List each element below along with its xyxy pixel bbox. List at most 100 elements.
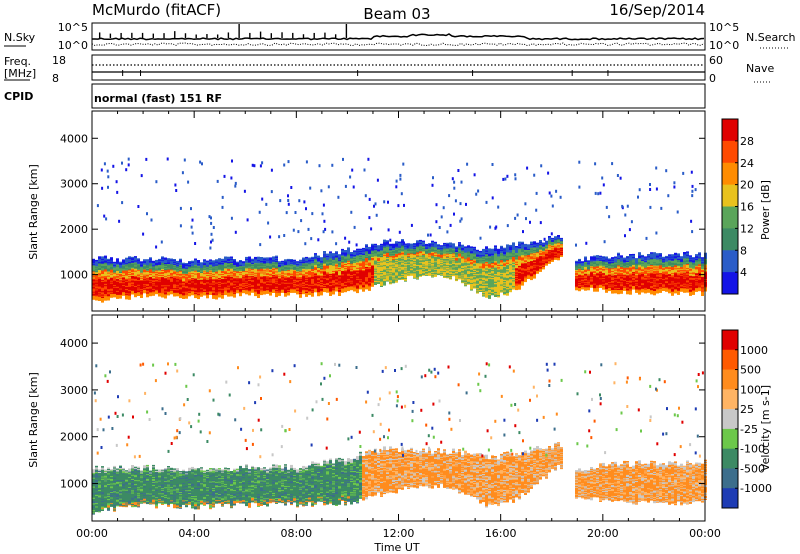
noise-search-trace — [92, 43, 704, 46]
noise-left-bottom-tick: 10^0 — [58, 39, 88, 52]
power-cell — [137, 258, 140, 259]
power-cell — [389, 244, 392, 245]
nave-label: Nave — [746, 62, 774, 75]
power-cell — [95, 260, 98, 261]
power-cell — [335, 251, 338, 252]
power-cell — [215, 259, 218, 260]
freq-unit: [MHz] — [4, 67, 36, 80]
power-cell — [416, 240, 419, 241]
power-cell — [125, 258, 128, 259]
power-cell — [239, 260, 242, 261]
nave-top-tick: 60 — [709, 54, 723, 67]
power-cell — [437, 244, 440, 245]
power-cell — [326, 254, 329, 255]
power-cell — [98, 256, 101, 258]
power-cell — [440, 245, 443, 246]
power-cell — [197, 260, 200, 261]
power-cell — [155, 260, 158, 261]
power-cell — [248, 257, 251, 258]
noise-panel: N.Sky 10^5 10^0 10^5 10^0 N.Search — [4, 21, 796, 52]
power-cell — [161, 256, 164, 257]
power-cell — [206, 261, 209, 262]
power-cell — [305, 257, 308, 258]
power-cell — [212, 260, 215, 261]
power-cell — [281, 261, 284, 262]
power-cell — [287, 259, 290, 260]
power-cell — [266, 257, 269, 258]
power-cell — [227, 257, 230, 258]
power-cell — [380, 244, 383, 246]
date-title: 16/Sep/2014 — [609, 1, 705, 19]
power-cell — [233, 259, 236, 260]
power-cell — [329, 251, 332, 253]
power-cell — [425, 244, 428, 245]
power-cell — [185, 263, 188, 264]
power-cell — [320, 257, 323, 258]
power-cell — [110, 257, 113, 258]
power-cell — [200, 262, 203, 263]
power-cell — [278, 261, 281, 262]
power-cell — [254, 257, 257, 258]
power-cell — [116, 258, 119, 259]
power-cell — [272, 256, 275, 257]
power-cell — [182, 263, 185, 264]
power-cell — [332, 253, 335, 254]
power-cell — [191, 261, 194, 262]
power-cell — [395, 241, 398, 242]
power-cell — [323, 251, 326, 252]
noise-spikes — [100, 24, 347, 38]
power-cell — [341, 249, 344, 251]
power-cell — [236, 262, 239, 263]
power-cell — [224, 257, 227, 258]
power-cell — [218, 258, 221, 259]
power-cell — [419, 240, 422, 241]
power-cell — [119, 262, 122, 263]
power-cell — [338, 254, 341, 255]
power-cell — [443, 243, 446, 244]
power-cell — [113, 262, 116, 263]
power-cell — [350, 252, 353, 253]
power-cell — [263, 258, 266, 259]
power-cell — [377, 245, 380, 246]
power-cell — [245, 257, 248, 258]
power-cell — [140, 261, 143, 262]
freq-markers — [123, 70, 608, 76]
power-cell — [359, 249, 362, 250]
power-cell — [101, 256, 104, 258]
power-cell — [257, 257, 260, 258]
power-cell — [242, 261, 245, 262]
power-cell — [299, 260, 302, 261]
power-cell — [353, 250, 356, 251]
power-cell — [356, 249, 359, 251]
power-cell — [203, 259, 206, 260]
power-cell — [368, 247, 371, 249]
station-title: McMurdo (fitACF) — [92, 1, 221, 19]
power-heatmap — [92, 158, 707, 303]
noise-sky-trace — [92, 34, 704, 40]
power-cell — [401, 239, 404, 240]
power-cell — [371, 244, 374, 246]
cpid-program: normal (fast) 151 RF — [94, 92, 222, 105]
power-cell — [290, 259, 293, 260]
power-cell — [452, 243, 455, 244]
power-cell — [383, 240, 386, 242]
beam-title: Beam 03 — [363, 5, 430, 23]
power-cell — [308, 258, 311, 259]
power-cell — [170, 259, 173, 260]
nave-bottom-tick: 0 — [709, 72, 716, 85]
noise-right-top-tick: 10^5 — [709, 21, 739, 34]
power-cell — [134, 256, 137, 257]
power-cell — [194, 259, 197, 260]
power-cell — [146, 259, 149, 260]
freq-bottom-tick: 8 — [52, 72, 59, 85]
power-cell — [164, 258, 167, 259]
power-cell — [188, 261, 191, 262]
power-cell — [398, 242, 401, 243]
power-cell — [434, 242, 437, 243]
noise-search-label: N.Search — [746, 31, 796, 44]
power-cell — [407, 243, 410, 244]
power-cell — [122, 259, 125, 260]
power-cell — [209, 259, 212, 260]
power-cell — [386, 240, 389, 241]
power-cell — [167, 258, 170, 259]
